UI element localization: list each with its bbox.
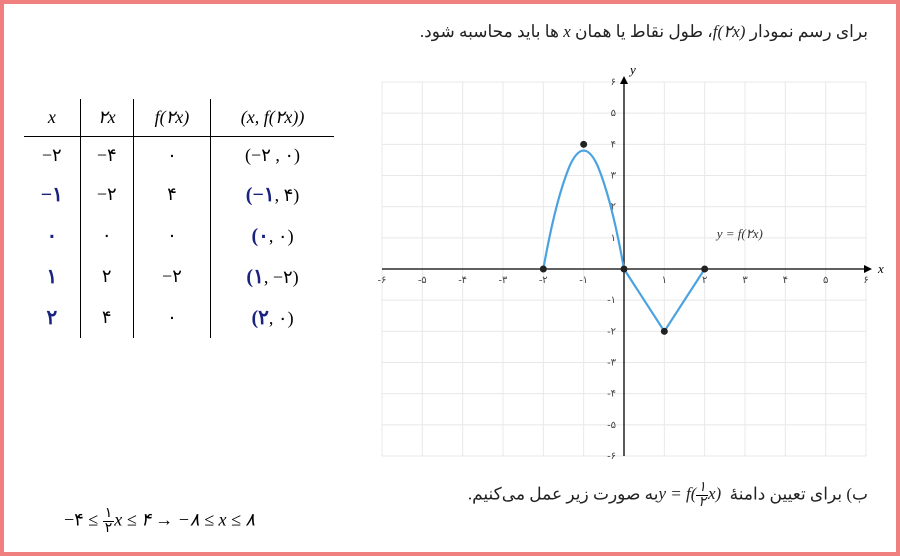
- cell-2x: ۰: [80, 215, 133, 256]
- table-row: −۲−۴۰(−۲ , ۰): [24, 137, 334, 175]
- text: ها باید محاسبه شود.: [420, 22, 563, 41]
- col-header: (x, f(۲x)): [211, 99, 334, 137]
- cell-x: ۲: [24, 297, 80, 338]
- cell-2x: ۲: [80, 256, 133, 297]
- text: ، طول نقاط یا همان: [571, 22, 713, 41]
- cell-f2x: ۰: [133, 297, 210, 338]
- col-header: f(۲x): [133, 99, 210, 137]
- cell-f2x: ۰: [133, 137, 210, 175]
- svg-text:۱: ۱: [662, 275, 667, 286]
- cell-x: −۱: [24, 174, 80, 215]
- document-frame: برای رسم نمودار f(۲x)، طول نقاط یا همان …: [0, 0, 900, 556]
- cell-point: (۲, ۰): [211, 297, 334, 338]
- svg-text:-۴: -۴: [458, 275, 467, 286]
- svg-text:۴: ۴: [783, 275, 788, 286]
- col-header: x: [24, 99, 80, 137]
- svg-text:۶: ۶: [611, 77, 616, 88]
- table: x ۲x f(۲x) (x, f(۲x)) −۲−۴۰(−۲ , ۰)−۱−۲۴…: [24, 99, 334, 338]
- svg-text:y: y: [628, 62, 636, 77]
- numerator: ۱: [103, 507, 115, 522]
- fraction: ۱۲: [103, 507, 115, 536]
- formula-part: x ≤ ۴ → −۸ ≤ x ≤ ۸: [114, 510, 255, 530]
- svg-text:۳: ۳: [611, 171, 617, 182]
- table-row: ۰۰۰(۰, ۰): [24, 215, 334, 256]
- svg-text:۳: ۳: [742, 275, 748, 286]
- table-row: −۱−۲۴(−۱, ۴): [24, 174, 334, 215]
- text: به صورت زیر عمل می‌کنیم.: [468, 484, 659, 503]
- svg-text:-۶: -۶: [607, 451, 616, 462]
- svg-text:-۶: -۶: [378, 275, 387, 286]
- denominator: ۲: [103, 522, 115, 536]
- svg-text:-۱: -۱: [607, 295, 616, 306]
- fraction: ۱۲: [696, 481, 708, 510]
- cell-x: ۱: [24, 256, 80, 297]
- table-row: ۱۲−۲(۱, −۲): [24, 256, 334, 297]
- cell-2x: −۲: [80, 174, 133, 215]
- graph-chart: xy-۶-۶-۵-۵-۴-۴-۳-۳-۲-۲-۱-۱۱۱۲۲۳۳۴۴۵۵۶۶y …: [354, 54, 894, 484]
- math-expr: y = f(۱۲x): [659, 484, 726, 503]
- math-part: y = f(: [659, 484, 697, 503]
- cell-x: −۲: [24, 137, 80, 175]
- table-header-row: x ۲x f(۲x) (x, f(۲x)): [24, 99, 334, 137]
- cell-x: ۰: [24, 215, 80, 256]
- svg-text:۶: ۶: [863, 275, 868, 286]
- svg-text:-۳: -۳: [499, 275, 508, 286]
- chart-svg: xy-۶-۶-۵-۵-۴-۴-۳-۳-۲-۲-۱-۱۱۱۲۲۳۳۴۴۵۵۶۶y …: [354, 54, 894, 484]
- svg-text:x: x: [877, 261, 884, 276]
- cell-f2x: ۰: [133, 215, 210, 256]
- cell-point: (۰, ۰): [211, 215, 334, 256]
- svg-text:۵: ۵: [823, 275, 828, 286]
- cell-point: (−۲ , ۰): [211, 137, 334, 175]
- formula-part: −۴ ≤: [64, 510, 103, 530]
- svg-text:-۲: -۲: [539, 275, 548, 286]
- svg-text:-۲: -۲: [607, 326, 616, 337]
- cell-point: (−۱, ۴): [211, 174, 334, 215]
- top-instruction-text: برای رسم نمودار f(۲x)، طول نقاط یا همان …: [420, 22, 868, 42]
- svg-text:۵: ۵: [611, 108, 616, 119]
- numerator: ۱: [696, 481, 708, 496]
- cell-f2x: −۲: [133, 256, 210, 297]
- text: برای رسم نمودار: [745, 22, 868, 41]
- denominator: ۲: [696, 496, 708, 510]
- svg-text:-۴: -۴: [607, 389, 616, 400]
- math-expr: f(۲x): [713, 22, 746, 41]
- values-table: x ۲x f(۲x) (x, f(۲x)) −۲−۴۰(−۲ , ۰)−۱−۲۴…: [24, 99, 334, 338]
- bottom-instruction-text: ب) برای تعیین دامنهٔ y = f(۱۲x) به صورت …: [468, 481, 868, 510]
- svg-text:-۳: -۳: [607, 358, 616, 369]
- svg-text:-۵: -۵: [418, 275, 427, 286]
- math-part: x): [708, 484, 721, 503]
- domain-formula: −۴ ≤ ۱۲x ≤ ۴ → −۸ ≤ x ≤ ۸: [64, 507, 255, 536]
- table-row: ۲۴۰(۲, ۰): [24, 297, 334, 338]
- cell-2x: −۴: [80, 137, 133, 175]
- cell-point: (۱, −۲): [211, 256, 334, 297]
- col-header: ۲x: [80, 99, 133, 137]
- svg-text:-۱: -۱: [579, 275, 588, 286]
- text: ب) برای تعیین دامنهٔ: [725, 484, 868, 503]
- svg-text:-۵: -۵: [607, 420, 616, 431]
- cell-f2x: ۴: [133, 174, 210, 215]
- svg-text:۴: ۴: [611, 139, 616, 150]
- svg-text:۱: ۱: [611, 233, 616, 244]
- svg-text:۲: ۲: [702, 275, 707, 286]
- svg-text:y = f(۲x): y = f(۲x): [715, 226, 763, 241]
- cell-2x: ۴: [80, 297, 133, 338]
- math-var: x: [563, 22, 571, 41]
